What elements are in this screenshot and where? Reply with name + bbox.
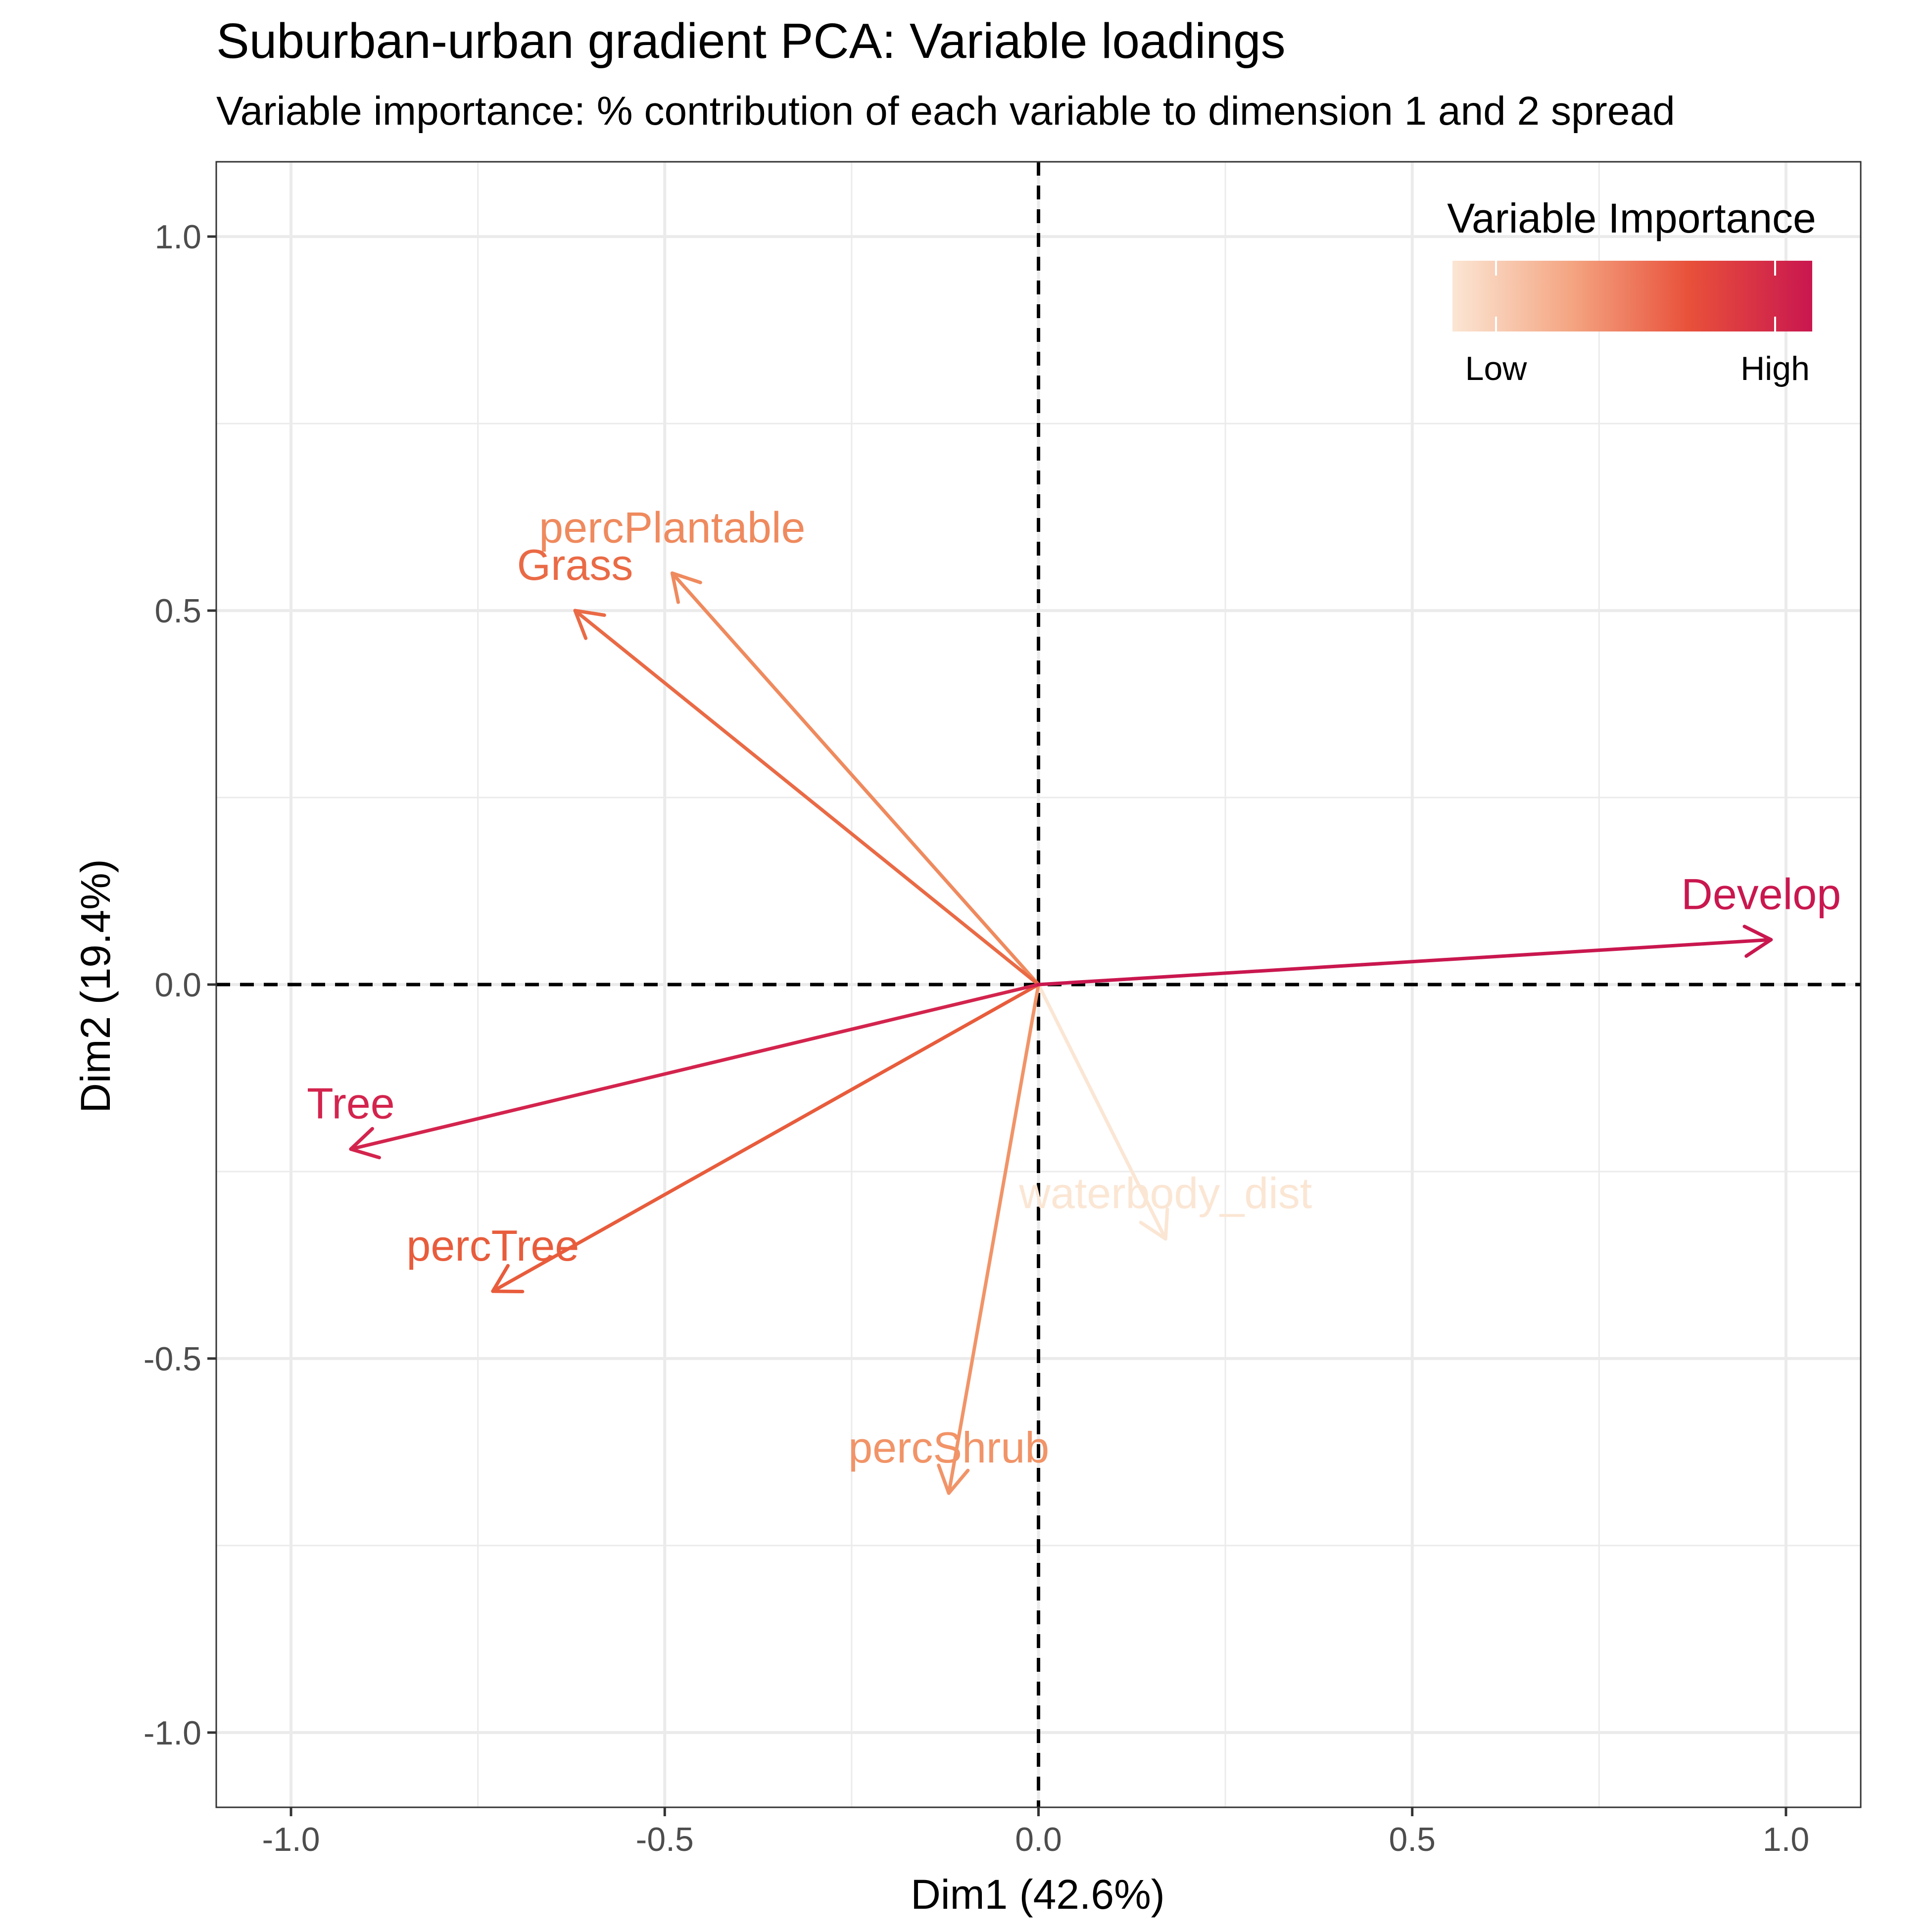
arrow-develop bbox=[1037, 925, 1773, 987]
y-tick-label-3: 0.5 bbox=[154, 592, 201, 630]
arrow-head-waterbody-dist bbox=[1139, 1207, 1169, 1241]
y-tick-label-2: 0.0 bbox=[154, 966, 201, 1004]
variable-label-percplantable: percPlantable bbox=[539, 503, 805, 552]
arrow-head-grass bbox=[573, 609, 606, 640]
arrow-shaft-develop bbox=[1037, 938, 1773, 987]
legend-colorbar bbox=[1452, 261, 1812, 331]
arrow-percshrub bbox=[937, 983, 1040, 1495]
arrow-waterbody-dist bbox=[1037, 983, 1169, 1241]
variable-label-grass: Grass bbox=[517, 540, 633, 589]
arrow-tree bbox=[349, 983, 1040, 1160]
y-tick-label-0: -1.0 bbox=[144, 1714, 201, 1752]
arrow-percplantable bbox=[670, 571, 1040, 987]
arrow-head-perctree bbox=[491, 1264, 525, 1294]
chart-subtitle: Variable importance: % contribution of e… bbox=[216, 89, 1675, 134]
variable-label-develop: Develop bbox=[1681, 869, 1841, 918]
x-tick-label-4: 1.0 bbox=[1763, 1821, 1810, 1858]
x-tick-label-2: 0.0 bbox=[1015, 1821, 1062, 1858]
arrow-shaft-tree bbox=[349, 983, 1040, 1151]
chart-title: Suburban-urban gradient PCA: Variable lo… bbox=[216, 13, 1286, 69]
variable-label-waterbody-dist: waterbody_dist bbox=[1018, 1169, 1312, 1218]
legend-low-label: Low bbox=[1465, 350, 1528, 387]
legend: Variable Importance Low High bbox=[1447, 195, 1816, 387]
y-tick-label-4: 1.0 bbox=[154, 218, 201, 256]
arrow-grass bbox=[573, 609, 1040, 987]
variable-label-percshrub: percShrub bbox=[848, 1423, 1049, 1472]
legend-high-label: High bbox=[1740, 350, 1810, 387]
arrow-head-develop bbox=[1742, 925, 1773, 958]
arrow-shaft-percshrub bbox=[947, 983, 1040, 1495]
x-axis-ticks: -1.0 -0.5 0.0 0.5 1.0 bbox=[262, 1807, 1809, 1858]
y-axis-title: Dim2 (19.4%) bbox=[72, 859, 119, 1113]
variable-labels: waterbody_dist percShrub percPlantableGras… bbox=[307, 503, 1841, 1472]
x-tick-label-1: -0.5 bbox=[636, 1821, 694, 1858]
arrow-shaft-waterbody-dist bbox=[1037, 983, 1167, 1241]
arrow-shaft-percplantable bbox=[670, 571, 1040, 987]
y-tick-label-1: -0.5 bbox=[144, 1340, 201, 1378]
variable-label-tree: Tree bbox=[307, 1079, 395, 1128]
x-tick-label-0: -1.0 bbox=[262, 1821, 320, 1858]
loading-arrows bbox=[349, 571, 1773, 1495]
x-tick-label-3: 0.5 bbox=[1389, 1821, 1436, 1858]
legend-title: Variable Importance bbox=[1447, 195, 1816, 241]
x-axis-title: Dim1 (42.6%) bbox=[911, 1871, 1164, 1918]
arrow-head-tree bbox=[349, 1127, 381, 1160]
arrow-head-percplantable bbox=[670, 571, 702, 604]
reference-lines bbox=[216, 162, 1861, 1807]
y-axis-ticks: -1.0 -0.5 0.0 0.5 1.0 bbox=[144, 218, 216, 1752]
variable-label-perctree: percTree bbox=[406, 1221, 579, 1270]
arrow-shaft-perctree bbox=[491, 983, 1040, 1293]
arrow-perctree bbox=[491, 983, 1040, 1294]
arrow-head-percshrub bbox=[937, 1463, 970, 1495]
arrow-shaft-grass bbox=[573, 609, 1040, 987]
